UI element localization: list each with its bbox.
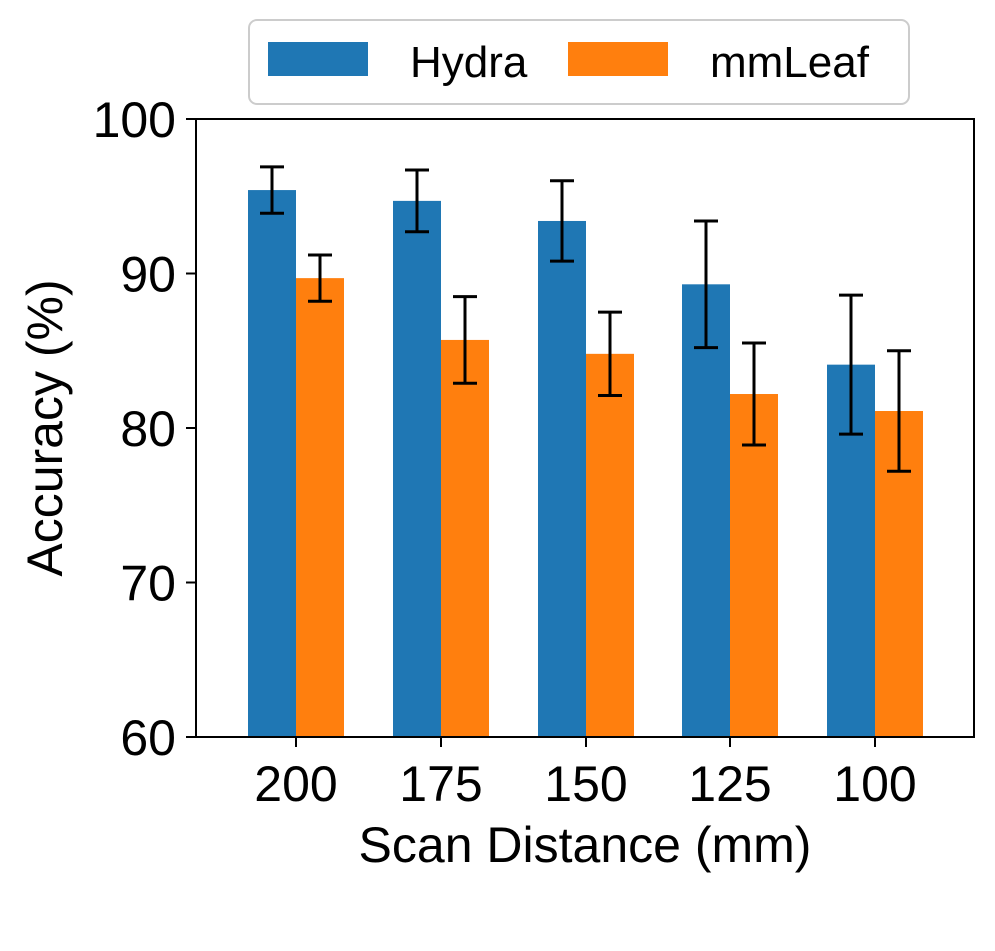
bar-mmleaf-175 [441,339,489,737]
bar-mmleaf-125 [730,394,778,737]
y-axis: 60 70 80 90 100 [93,92,196,766]
x-tick-label: 200 [254,756,337,812]
y-tick-label: 70 [120,556,176,612]
y-tick-label: 90 [120,247,176,303]
error-bar-hydra-125 [694,219,718,350]
legend-swatch-mmleaf [568,42,668,76]
legend-label-hydra: Hydra [410,38,528,87]
error-bar-hydra-100 [839,293,863,436]
bars-layer [248,190,923,738]
x-tick-label: 100 [833,756,916,812]
bar-mmleaf-150 [586,353,634,737]
error-bar-hydra-150 [550,179,574,263]
y-tick-label: 80 [120,401,176,457]
bar-hydra-150 [538,220,586,738]
error-bar-mmleaf-150 [598,310,622,398]
error-bar-hydra-200 [260,165,284,215]
legend-label-mmleaf: mmLeaf [710,38,870,87]
x-axis-label: Scan Distance (mm) [359,817,812,873]
y-tick-label: 100 [93,92,176,148]
error-bar-mmleaf-175 [453,295,477,385]
bar-hydra-175 [393,200,441,737]
legend: Hydra mmLeaf [248,19,910,105]
error-bar-hydra-175 [405,168,429,234]
bar-hydra-200 [248,190,296,737]
bar-mmleaf-200 [296,278,344,737]
y-tick-label: 60 [120,710,176,766]
bar-hydra-125 [682,284,730,737]
x-tick-label: 125 [688,756,771,812]
x-tick-label: 150 [544,756,627,812]
legend-swatch-hydra [268,42,368,76]
error-bars-layer [260,165,911,473]
y-axis-label: Accuracy (%) [17,279,73,576]
error-bar-mmleaf-200 [308,253,332,303]
x-tick-label: 175 [399,756,482,812]
x-axis: 200 175 150 125 100 [254,737,917,812]
error-bar-mmleaf-100 [887,349,911,473]
error-bar-mmleaf-125 [742,341,766,447]
